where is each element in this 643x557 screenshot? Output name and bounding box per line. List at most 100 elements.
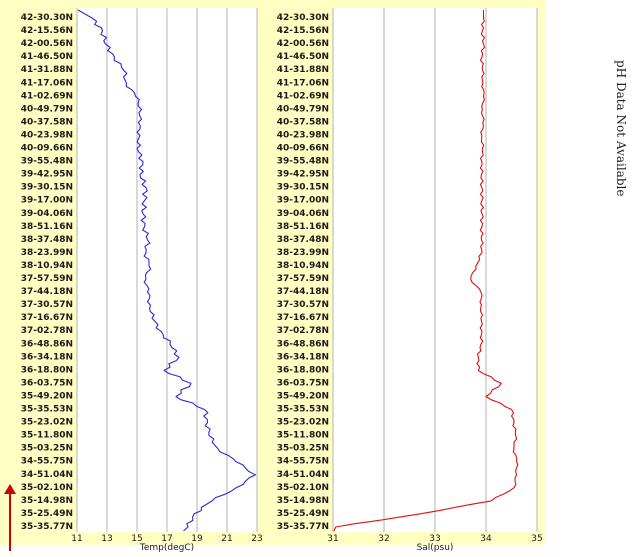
temperature-latitude-label: 40-23.98N [21,130,73,140]
salinity-latitude-label: 35-02.10N [277,483,329,493]
temperature-latitude-label: 39-30.15N [21,183,73,193]
temperature-latitude-label: 37-44.18N [21,287,73,297]
salinity-latitude-label: 37-44.18N [277,287,329,297]
salinity-latitude-label: 35-25.49N [277,509,329,519]
salinity-latitude-label: 34-55.75N [277,457,329,467]
salinity-latitude-label: 36-03.75N [277,378,329,388]
temperature-latitude-label: 35-11.80N [21,431,73,441]
temperature-latitude-label: 41-31.88N [21,65,73,75]
salinity-latitude-label: 41-46.50N [277,52,329,62]
salinity-latitude-label: 35-35.77N [277,522,329,532]
temperature-x-tick-label: 17 [161,534,172,544]
salinity-latitude-label: 42-00.56N [277,39,329,49]
temperature-x-tick-label: 21 [221,534,232,544]
temperature-latitude-label: 41-17.06N [21,78,73,88]
temperature-latitude-label: 38-23.99N [21,248,73,258]
salinity-latitude-label: 35-11.80N [277,431,329,441]
salinity-latitude-label: 38-10.94N [277,261,329,271]
temperature-latitude-label: 42-15.56N [21,26,73,36]
temperature-latitude-label: 35-03.25N [21,444,73,454]
temperature-latitude-label: 39-55.48N [21,157,73,167]
temperature-x-tick-label: 19 [191,534,203,544]
salinity-latitude-label: 41-02.69N [277,91,329,101]
temperature-latitude-label: 38-10.94N [21,261,73,271]
temperature-latitude-label: 41-02.69N [21,91,73,101]
salinity-latitude-label: 35-35.53N [277,405,329,415]
salinity-latitude-label: 36-48.86N [277,339,329,349]
salinity-latitude-label: 36-34.18N [277,352,329,362]
temperature-x-axis-title: Temp(degC) [139,543,194,553]
temperature-latitude-label: 38-37.48N [21,235,73,245]
salinity-latitude-label: 40-23.98N [277,130,329,140]
salinity-x-tick-label: 31 [327,534,338,544]
salinity-latitude-label: 37-30.57N [277,300,329,310]
temperature-latitude-label: 34-55.75N [21,457,73,467]
salinity-x-tick-label: 33 [429,534,440,544]
temperature-x-tick-label: 11 [71,534,82,544]
temperature-latitude-label: 35-14.98N [21,496,73,506]
temperature-latitude-label: 36-03.75N [21,378,73,388]
salinity-latitude-label: 37-57.59N [277,274,329,284]
salinity-latitude-label: 35-23.02N [277,418,329,428]
direction-arrow-head [4,484,16,494]
temperature-latitude-label: 35-23.02N [21,418,73,428]
temperature-latitude-label: 36-48.86N [21,339,73,349]
salinity-latitude-label: 35-14.98N [277,496,329,506]
salinity-latitude-label: 42-30.30N [277,13,329,23]
temperature-latitude-label: 42-00.56N [21,39,73,49]
salinity-latitude-label: 38-37.48N [277,235,329,245]
temperature-latitude-label: 35-02.10N [21,483,73,493]
temperature-latitude-label: 36-18.80N [21,365,73,375]
salinity-latitude-label: 37-16.67N [277,313,329,323]
temperature-x-tick-label: 13 [101,534,112,544]
temperature-latitude-label: 42-30.30N [21,13,73,23]
salinity-latitude-label: 35-03.25N [277,444,329,454]
salinity-x-tick-label: 34 [480,534,492,544]
temperature-latitude-label: 38-51.16N [21,222,73,232]
temperature-latitude-label: 35-35.53N [21,405,73,415]
temperature-x-tick-label: 23 [251,534,262,544]
temperature-latitude-label: 37-30.57N [21,300,73,310]
temperature-x-tick-label: 15 [131,534,142,544]
salinity-chart: 42-30.30N 42-15.56N 42-00.56N 41-46.50N 41-3… [277,8,543,553]
temperature-latitude-label: 34-51.04N [21,470,73,480]
temperature-latitude-label: 39-42.95N [21,170,73,180]
temperature-latitude-label: 35-49.20N [21,391,73,401]
salinity-latitude-label: 39-55.48N [277,157,329,167]
salinity-x-tick-label: 32 [378,534,389,544]
salinity-latitude-label: 41-17.06N [277,78,329,88]
salinity-profile-line [333,10,519,532]
direction-arrow [4,484,16,551]
salinity-x-tick-label: 35 [531,534,542,544]
salinity-latitude-label: 39-30.15N [277,183,329,193]
temperature-latitude-label: 37-02.78N [21,326,73,336]
salinity-x-axis-title: Sal(psu) [417,543,454,553]
salinity-latitude-label: 39-04.06N [277,209,329,219]
salinity-latitude-label: 39-42.95N [277,170,329,180]
salinity-latitude-label: 42-15.56N [277,26,329,36]
temperature-latitude-label: 35-35.77N [21,522,73,532]
temperature-latitude-label: 36-34.18N [21,352,73,362]
temperature-latitude-label: 35-25.49N [21,509,73,519]
salinity-latitude-label: 38-51.16N [277,222,329,232]
temperature-latitude-label: 39-17.00N [21,196,73,206]
temperature-latitude-label: 37-16.67N [21,313,73,323]
temperature-chart: 42-30.30N 42-15.56N 42-00.56N 41-46.50N 41-3… [21,8,263,553]
temperature-latitude-label: 37-57.59N [21,274,73,284]
salinity-latitude-label: 34-51.04N [277,470,329,480]
salinity-latitude-label: 40-09.66N [277,144,329,154]
temperature-latitude-label: 40-49.79N [21,104,73,114]
temperature-latitude-label: 39-04.06N [21,209,73,219]
ph-unavailable-text: pH Data Not Available [614,60,628,197]
salinity-latitude-label: 39-17.00N [277,196,329,206]
salinity-latitude-label: 35-49.20N [277,391,329,401]
salinity-latitude-label: 36-18.80N [277,365,329,375]
temperature-latitude-label: 41-46.50N [21,52,73,62]
salinity-latitude-label: 40-37.58N [277,117,329,127]
salinity-latitude-label: 37-02.78N [277,326,329,336]
temperature-profile-line [77,9,257,532]
salinity-latitude-label: 38-23.99N [277,248,329,258]
salinity-latitude-label: 40-49.79N [277,104,329,114]
ph-unavailable-note: pH Data Not Available [614,60,643,230]
